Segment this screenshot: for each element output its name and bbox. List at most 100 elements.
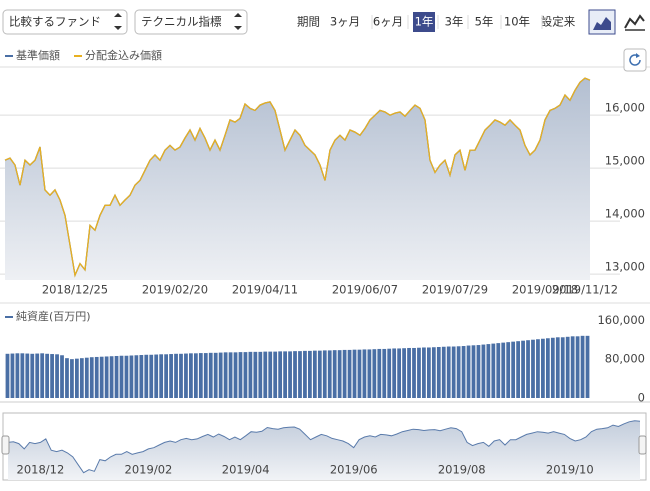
reset-glyph[interactable]: [636, 53, 640, 58]
line: [4, 77, 591, 278]
bar: [580, 335, 585, 398]
reset-glyph[interactable]: [629, 54, 641, 66]
bar: [342, 349, 347, 398]
bar: [417, 347, 421, 398]
bar: [248, 351, 253, 398]
bar: [283, 351, 287, 398]
bar: [521, 340, 525, 398]
dropdown-box[interactable]: [2, 9, 128, 35]
bar: [585, 335, 590, 398]
bar: [332, 350, 337, 398]
compare-dropdown[interactable]: 比較するファンド: [2, 9, 128, 35]
navigator-handle[interactable]: [1, 435, 10, 455]
dropdown-arrow[interactable]: [114, 13, 122, 30]
bar: [75, 358, 79, 398]
bar: [179, 353, 183, 398]
bar: [89, 357, 94, 398]
bar: [189, 353, 193, 398]
bar: [392, 348, 397, 398]
reset-button[interactable]: [623, 48, 647, 72]
bar: [149, 354, 154, 398]
bar: [347, 349, 352, 398]
bar: [159, 354, 164, 398]
bar: [174, 353, 178, 398]
bar: [431, 347, 436, 398]
bar: [99, 356, 104, 398]
bar: [114, 355, 119, 398]
period-button[interactable]: 3年: [445, 15, 464, 29]
reset-box[interactable]: [623, 48, 647, 72]
icon-box[interactable]: [588, 9, 616, 35]
bar: [402, 348, 406, 398]
bar: [461, 346, 466, 398]
dropdown-arrow[interactable]: [234, 13, 242, 30]
bar: [367, 349, 372, 398]
y-tick-label: 15,000: [605, 154, 645, 168]
bar: [545, 338, 550, 398]
bar: [218, 352, 223, 398]
bar: [20, 353, 25, 398]
bar: [208, 352, 213, 398]
area-chart-icon[interactable]: [588, 9, 616, 35]
y-tick-label: 14,000: [605, 207, 645, 221]
y-tick-label: 80,000: [605, 352, 645, 366]
bar: [565, 336, 570, 398]
icon-shape[interactable]: [624, 14, 645, 29]
dropdown-label[interactable]: 比較するファンド: [9, 15, 101, 29]
bar: [228, 352, 233, 398]
bar: [193, 353, 198, 398]
bar: [491, 343, 496, 398]
bar: [124, 355, 129, 398]
period-button[interactable]: 10年: [504, 15, 530, 29]
bar: [169, 354, 173, 398]
bar: [476, 345, 481, 398]
technical-dropdown[interactable]: テクニカル指標: [134, 9, 248, 35]
period-button[interactable]: 6ヶ月: [373, 15, 403, 29]
bar: [263, 351, 268, 398]
bar: [536, 339, 540, 398]
period-button[interactable]: 5年: [475, 15, 494, 29]
bar: [426, 347, 431, 398]
navigator-line: [7, 420, 641, 474]
bar: [45, 353, 50, 398]
legend-label: 基準価額: [16, 48, 60, 62]
y-tick-label: 16,000: [605, 101, 645, 115]
bar: [60, 355, 64, 398]
line-chart-icon[interactable]: [624, 14, 645, 31]
period-button[interactable]: 設定来: [541, 15, 576, 29]
bar: [357, 349, 362, 398]
bar: [288, 351, 292, 398]
bar: [471, 345, 476, 398]
bar: [35, 353, 40, 398]
bar: [258, 351, 263, 398]
bar: [550, 337, 555, 398]
bar: [436, 347, 441, 398]
x-tick-label: 2019/10: [546, 463, 594, 477]
x-tick-label: 2019/07/29: [422, 283, 488, 297]
period-button-active[interactable]: [413, 12, 435, 32]
navigator-handle[interactable]: [638, 435, 647, 455]
bar: [109, 356, 114, 398]
bar: [466, 345, 471, 398]
bar: [30, 353, 35, 398]
x-tick-label: 2019/11/12: [552, 283, 618, 297]
dropdown-label[interactable]: テクニカル指標: [141, 15, 222, 29]
bar: [541, 338, 545, 398]
bar: [412, 347, 416, 398]
bar: [451, 346, 456, 398]
bar: [268, 351, 273, 398]
y-tick-label: 160,000: [597, 313, 645, 327]
area: [5, 78, 590, 280]
bar: [362, 349, 367, 398]
period-button[interactable]: 3ヶ月: [330, 15, 360, 29]
period-button[interactable]: 1年: [415, 15, 434, 29]
legend-label: 分配金込み価額: [85, 48, 162, 62]
bar: [94, 356, 99, 398]
bar: [570, 336, 575, 398]
icon-shape[interactable]: [593, 17, 611, 30]
x-tick-label: 2019/02: [125, 463, 173, 477]
bar: [70, 359, 74, 398]
dropdown-box[interactable]: [134, 9, 248, 35]
bar: [407, 347, 411, 398]
